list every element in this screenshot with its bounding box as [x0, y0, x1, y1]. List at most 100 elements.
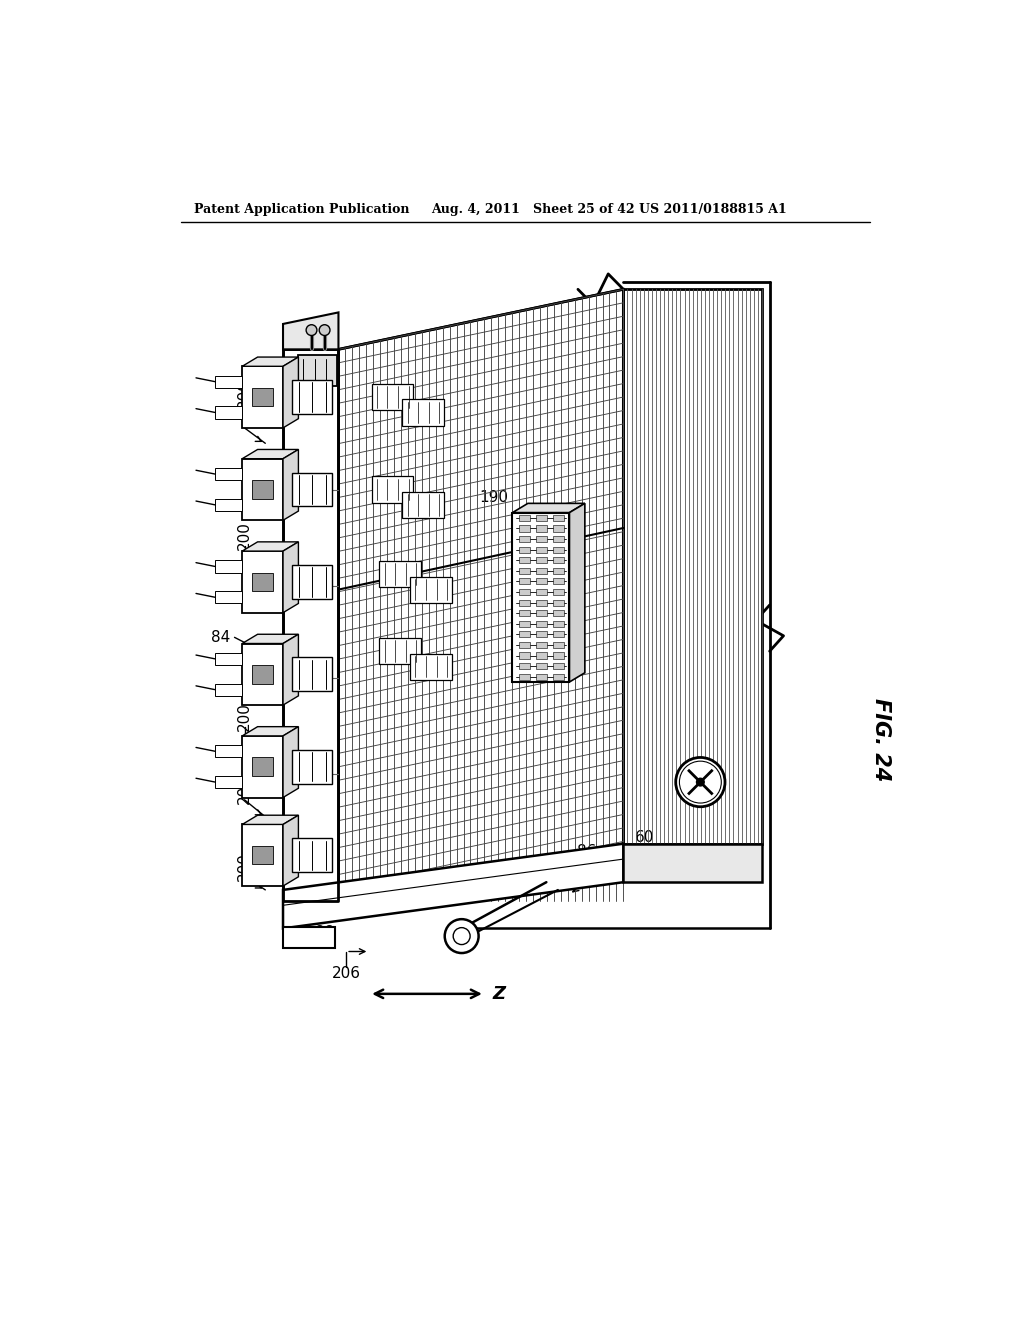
Text: 84: 84	[211, 630, 230, 645]
Polygon shape	[624, 289, 762, 843]
Polygon shape	[518, 610, 530, 616]
Polygon shape	[518, 620, 530, 627]
Polygon shape	[283, 843, 624, 928]
Polygon shape	[536, 631, 547, 638]
Polygon shape	[283, 927, 335, 948]
Polygon shape	[518, 631, 530, 638]
Polygon shape	[553, 620, 564, 627]
Polygon shape	[283, 816, 298, 886]
Polygon shape	[536, 557, 547, 564]
Polygon shape	[553, 631, 564, 638]
Text: Aug. 4, 2011   Sheet 25 of 42: Aug. 4, 2011 Sheet 25 of 42	[431, 203, 635, 216]
Polygon shape	[215, 469, 243, 480]
Polygon shape	[553, 599, 564, 606]
Polygon shape	[215, 776, 243, 788]
Polygon shape	[379, 638, 421, 664]
Polygon shape	[512, 503, 585, 512]
Text: Z: Z	[493, 985, 506, 1003]
Polygon shape	[536, 515, 547, 521]
Polygon shape	[292, 750, 333, 784]
Polygon shape	[283, 358, 298, 428]
Polygon shape	[536, 546, 547, 553]
Circle shape	[319, 325, 330, 335]
Text: 206: 206	[332, 965, 360, 981]
Polygon shape	[215, 591, 243, 603]
Polygon shape	[624, 843, 762, 882]
Polygon shape	[243, 459, 283, 520]
Polygon shape	[283, 726, 298, 797]
Polygon shape	[402, 400, 444, 425]
Polygon shape	[252, 573, 273, 591]
Polygon shape	[243, 816, 298, 825]
Polygon shape	[243, 358, 298, 367]
Polygon shape	[536, 652, 547, 659]
Polygon shape	[536, 589, 547, 595]
Text: 200: 200	[237, 775, 252, 804]
Polygon shape	[243, 737, 283, 797]
Polygon shape	[553, 673, 564, 680]
Polygon shape	[518, 663, 530, 669]
Polygon shape	[215, 499, 243, 511]
Text: 60: 60	[635, 830, 654, 845]
Text: 200: 200	[237, 702, 252, 731]
Polygon shape	[243, 635, 298, 644]
Polygon shape	[536, 620, 547, 627]
Circle shape	[306, 325, 316, 335]
Text: 202: 202	[249, 652, 263, 681]
Text: 202: 202	[249, 463, 263, 492]
Polygon shape	[215, 376, 243, 388]
Polygon shape	[215, 684, 243, 696]
Polygon shape	[553, 568, 564, 574]
Polygon shape	[292, 565, 333, 599]
Polygon shape	[243, 644, 283, 705]
Polygon shape	[553, 663, 564, 669]
Polygon shape	[536, 536, 547, 543]
Polygon shape	[243, 543, 298, 552]
Text: FIG. 24: FIG. 24	[871, 698, 891, 781]
Polygon shape	[283, 313, 339, 350]
Polygon shape	[536, 642, 547, 648]
Polygon shape	[292, 473, 333, 507]
Polygon shape	[536, 578, 547, 585]
Circle shape	[676, 758, 725, 807]
Polygon shape	[283, 635, 298, 705]
Text: 200: 200	[237, 521, 252, 550]
Text: US 2011/0188815 A1: US 2011/0188815 A1	[639, 203, 786, 216]
Polygon shape	[518, 589, 530, 595]
Polygon shape	[243, 825, 283, 886]
Polygon shape	[553, 525, 564, 532]
Polygon shape	[215, 561, 243, 573]
Polygon shape	[536, 568, 547, 574]
Polygon shape	[518, 525, 530, 532]
Polygon shape	[252, 480, 273, 499]
Polygon shape	[372, 384, 413, 411]
Polygon shape	[410, 653, 452, 680]
Polygon shape	[252, 665, 273, 684]
Text: 190: 190	[479, 490, 508, 504]
Text: 200: 200	[237, 853, 252, 882]
Polygon shape	[553, 546, 564, 553]
Polygon shape	[283, 449, 298, 520]
Polygon shape	[536, 610, 547, 616]
Polygon shape	[553, 610, 564, 616]
Polygon shape	[215, 407, 243, 418]
Polygon shape	[553, 578, 564, 585]
Polygon shape	[402, 492, 444, 517]
Polygon shape	[553, 652, 564, 659]
Polygon shape	[410, 577, 452, 603]
Polygon shape	[536, 599, 547, 606]
Polygon shape	[518, 536, 530, 543]
Polygon shape	[243, 367, 283, 428]
Polygon shape	[553, 589, 564, 595]
Polygon shape	[252, 846, 273, 865]
Text: 86: 86	[578, 843, 597, 859]
Polygon shape	[536, 673, 547, 680]
Polygon shape	[518, 652, 530, 659]
Polygon shape	[243, 552, 283, 612]
Polygon shape	[536, 663, 547, 669]
Polygon shape	[518, 515, 530, 521]
Polygon shape	[379, 561, 421, 587]
Polygon shape	[553, 557, 564, 564]
Polygon shape	[372, 477, 413, 503]
Text: Patent Application Publication: Patent Application Publication	[194, 203, 410, 216]
